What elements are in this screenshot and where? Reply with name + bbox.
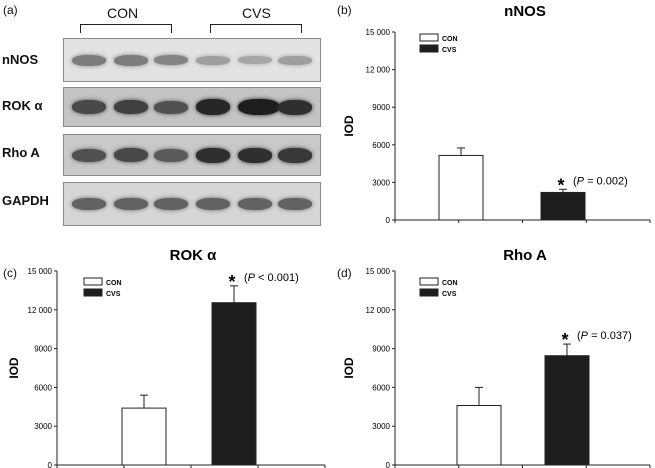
significance-marker: * [561, 330, 568, 350]
bracket-con [80, 24, 172, 33]
blot-band [278, 198, 312, 210]
blot-strip-rhoa [63, 134, 321, 176]
panel-d-label: (d) [337, 266, 352, 280]
y-tick-label: 6000 [34, 383, 52, 392]
blot-strip-gapdh [63, 182, 321, 226]
blot-band [196, 148, 230, 163]
p-value-label: (P = 0.037) [577, 330, 632, 342]
bar-cvs [544, 355, 590, 466]
blot-band [72, 55, 106, 66]
y-tick-label: 15 000 [366, 28, 391, 37]
chart-title: ROK α [170, 247, 218, 264]
blot-band [278, 56, 312, 65]
y-tick-label: 12 000 [28, 306, 53, 315]
y-tick-label: 9000 [372, 103, 390, 112]
blot-band [196, 99, 230, 115]
y-tick-label: 3000 [372, 178, 390, 187]
y-tick-label: 12 000 [366, 306, 391, 315]
y-tick-label: 0 [386, 216, 391, 225]
blot-band [72, 100, 106, 114]
chart-title: nNOS [504, 3, 546, 20]
y-tick-label: 12 000 [366, 66, 391, 75]
significance-marker: * [228, 272, 235, 292]
legend-label-con: CON [106, 280, 122, 287]
legend-label-cvs: CVS [442, 291, 457, 298]
blot-strip-nnos [63, 38, 321, 82]
legend-label-con: CON [442, 280, 458, 287]
bracket-cvs [210, 24, 302, 33]
blot-band [196, 56, 230, 65]
blot-band [238, 99, 280, 115]
blot-label-rhoa: Rho A [2, 145, 40, 160]
group-label-con: CON [107, 5, 139, 21]
y-tick-label: 15 000 [366, 267, 391, 276]
blot-band [238, 56, 272, 64]
blot-band [114, 148, 148, 162]
panel-b-label: (b) [337, 3, 352, 17]
blot-band [114, 100, 148, 114]
chart-title: Rho A [503, 247, 547, 264]
legend-label-cvs: CVS [442, 47, 457, 54]
panel-c-label: (c) [3, 266, 17, 280]
legend-swatch-con [83, 277, 103, 286]
y-axis-label: IOD [7, 357, 21, 379]
y-tick-label: 9000 [34, 345, 52, 354]
bar-cvs [211, 302, 257, 466]
chart-nnos: nNOS 0 3000 6000 9000 12 000 15 000 IOD CON CVS * (… [342, 3, 651, 225]
blot-strip-rok [63, 87, 321, 127]
y-tick-label: 3000 [34, 422, 52, 431]
legend-label-con: CON [442, 36, 458, 43]
blot-band [154, 101, 188, 114]
significance-marker: * [557, 175, 564, 195]
y-tick-label: 9000 [372, 345, 390, 354]
legend-label-cvs: CVS [106, 291, 121, 298]
blot-band [154, 198, 188, 210]
y-tick-label: 0 [386, 461, 391, 468]
blot-band [196, 198, 230, 210]
legend-swatch-cvs [83, 288, 103, 297]
y-axis-label: IOD [342, 115, 356, 137]
blot-band [72, 149, 106, 162]
chart-rhoa: Rho A 0 3000 6000 9000 12 000 15 000 IOD CON CVS *… [342, 247, 651, 468]
y-tick-label: 6000 [372, 383, 390, 392]
legend-swatch-con [419, 33, 439, 42]
y-tick-label: 0 [48, 461, 53, 468]
blot-band [72, 198, 106, 210]
bar-con [121, 407, 167, 466]
p-value-label: (P < 0.001) [244, 272, 299, 284]
y-tick-label: 15 000 [28, 267, 53, 276]
blot-label-rok: ROK α [2, 98, 43, 113]
panel-a-label: (a) [3, 3, 18, 17]
blot-band [238, 198, 272, 210]
y-tick-label: 3000 [372, 422, 390, 431]
blot-label-gapdh: GAPDH [2, 193, 49, 208]
p-value-label: (P = 0.002) [573, 175, 628, 187]
y-axis-label: IOD [342, 357, 356, 379]
blot-band [114, 55, 148, 66]
blot-band [278, 148, 312, 163]
blot-label-nnos: nNOS [2, 52, 39, 67]
bar-con [456, 405, 502, 466]
y-tick-label: 6000 [372, 141, 390, 150]
blot-band [154, 149, 188, 162]
blot-band [238, 148, 272, 163]
bar-con [438, 154, 484, 221]
blot-band [114, 198, 148, 210]
blot-band [154, 55, 188, 65]
legend-swatch-cvs [419, 288, 439, 297]
legend-swatch-cvs [419, 44, 439, 53]
blot-band [278, 100, 312, 115]
bar-cvs [540, 191, 586, 221]
chart-rok: ROK α 0 3000 6000 9000 12 000 15 000 IOD CON CVS *… [7, 247, 326, 468]
group-label-cvs: CVS [242, 5, 271, 21]
legend-swatch-con [419, 277, 439, 286]
